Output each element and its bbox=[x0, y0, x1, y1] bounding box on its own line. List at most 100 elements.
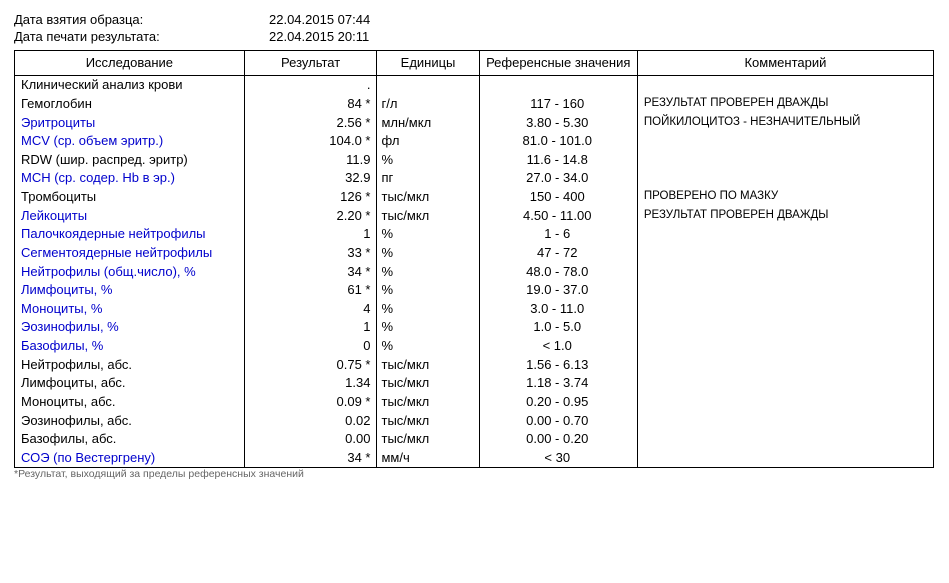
test-reference: 117 - 160 bbox=[479, 95, 637, 114]
test-reference: 81.0 - 101.0 bbox=[479, 132, 637, 151]
test-comment bbox=[637, 169, 933, 188]
test-comment bbox=[637, 225, 933, 244]
test-reference: 11.6 - 14.8 bbox=[479, 151, 637, 170]
table-row: СОЭ (по Вестергрену)34 *мм/ч< 30 bbox=[15, 449, 934, 468]
test-name[interactable]: MCH (ср. содер. Hb в эр.) bbox=[15, 169, 245, 188]
sample-date-row: Дата взятия образца: 22.04.2015 07:44 bbox=[14, 12, 935, 27]
test-name[interactable]: Сегментоядерные нейтрофилы bbox=[15, 244, 245, 263]
test-reference: 1.18 - 3.74 bbox=[479, 374, 637, 393]
test-name[interactable]: Лейкоциты bbox=[15, 207, 245, 226]
test-units: мм/ч bbox=[377, 449, 479, 468]
test-reference: < 30 bbox=[479, 449, 637, 468]
test-name: Гемоглобин bbox=[15, 95, 245, 114]
test-name[interactable]: MCV (ср. объем эритр.) bbox=[15, 132, 245, 151]
test-result: 0.09 * bbox=[244, 393, 377, 412]
test-name: RDW (шир. распред. эритр) bbox=[15, 151, 245, 170]
test-comment bbox=[637, 393, 933, 412]
test-name[interactable]: СОЭ (по Вестергрену) bbox=[15, 449, 245, 468]
test-comment bbox=[637, 263, 933, 282]
table-row: Моноциты, %4%3.0 - 11.0 bbox=[15, 300, 934, 319]
test-units: % bbox=[377, 337, 479, 356]
test-result: 0.00 bbox=[244, 430, 377, 449]
test-units: % bbox=[377, 300, 479, 319]
test-reference: 0.20 - 0.95 bbox=[479, 393, 637, 412]
test-result: 33 * bbox=[244, 244, 377, 263]
table-row: Эритроциты2.56 *млн/мкл3.80 - 5.30ПОЙКИЛ… bbox=[15, 114, 934, 133]
test-units: фл bbox=[377, 132, 479, 151]
test-name: Базофилы, абс. bbox=[15, 430, 245, 449]
sample-date-label: Дата взятия образца: bbox=[14, 12, 269, 27]
table-row: Сегментоядерные нейтрофилы33 *%47 - 72 bbox=[15, 244, 934, 263]
test-units: пг bbox=[377, 169, 479, 188]
test-result: . bbox=[244, 76, 377, 95]
test-reference: 1.56 - 6.13 bbox=[479, 356, 637, 375]
table-row: Нейтрофилы (общ.число), %34 *%48.0 - 78.… bbox=[15, 263, 934, 282]
test-comment bbox=[637, 356, 933, 375]
test-units: тыс/мкл bbox=[377, 430, 479, 449]
test-name[interactable]: Нейтрофилы (общ.число), % bbox=[15, 263, 245, 282]
table-row: Лимфоциты, абс.1.34тыс/мкл1.18 - 3.74 bbox=[15, 374, 934, 393]
test-name[interactable]: Палочкоядерные нейтрофилы bbox=[15, 225, 245, 244]
table-row: Эозинофилы, абс.0.02тыс/мкл0.00 - 0.70 bbox=[15, 412, 934, 431]
test-units: % bbox=[377, 151, 479, 170]
test-comment: ПРОВЕРЕНО ПО МАЗКУ bbox=[637, 188, 933, 207]
test-comment: РЕЗУЛЬТАТ ПРОВЕРЕН ДВАЖДЫ bbox=[637, 207, 933, 226]
test-reference: 27.0 - 34.0 bbox=[479, 169, 637, 188]
test-comment: ПОЙКИЛОЦИТОЗ - НЕЗНАЧИТЕЛЬНЫЙ bbox=[637, 114, 933, 133]
test-name: Лимфоциты, абс. bbox=[15, 374, 245, 393]
test-units: % bbox=[377, 244, 479, 263]
test-reference: 1.0 - 5.0 bbox=[479, 318, 637, 337]
table-row: Лейкоциты2.20 *тыс/мкл4.50 - 11.00РЕЗУЛЬ… bbox=[15, 207, 934, 226]
test-name[interactable]: Эритроциты bbox=[15, 114, 245, 133]
test-result: 1.34 bbox=[244, 374, 377, 393]
test-comment bbox=[637, 151, 933, 170]
test-name[interactable]: Базофилы, % bbox=[15, 337, 245, 356]
test-comment bbox=[637, 76, 933, 95]
col-header-name: Исследование bbox=[15, 51, 245, 76]
test-result: 32.9 bbox=[244, 169, 377, 188]
test-reference bbox=[479, 76, 637, 95]
test-units: тыс/мкл bbox=[377, 374, 479, 393]
table-row: Клинический анализ крови. bbox=[15, 76, 934, 95]
col-header-result: Результат bbox=[244, 51, 377, 76]
test-units: тыс/мкл bbox=[377, 188, 479, 207]
test-comment bbox=[637, 374, 933, 393]
test-comment bbox=[637, 300, 933, 319]
test-reference: 3.80 - 5.30 bbox=[479, 114, 637, 133]
print-date-value: 22.04.2015 20:11 bbox=[269, 29, 369, 44]
test-comment bbox=[637, 281, 933, 300]
table-row: Палочкоядерные нейтрофилы1%1 - 6 bbox=[15, 225, 934, 244]
col-header-ref: Референсные значения bbox=[479, 51, 637, 76]
col-header-units: Единицы bbox=[377, 51, 479, 76]
test-result: 34 * bbox=[244, 263, 377, 282]
test-comment: РЕЗУЛЬТАТ ПРОВЕРЕН ДВАЖДЫ bbox=[637, 95, 933, 114]
test-name[interactable]: Эозинофилы, % bbox=[15, 318, 245, 337]
test-result: 0.02 bbox=[244, 412, 377, 431]
test-name: Нейтрофилы, абс. bbox=[15, 356, 245, 375]
test-result: 61 * bbox=[244, 281, 377, 300]
sample-date-value: 22.04.2015 07:44 bbox=[269, 12, 370, 27]
test-name: Эозинофилы, абс. bbox=[15, 412, 245, 431]
table-row: Лимфоциты, %61 *%19.0 - 37.0 bbox=[15, 281, 934, 300]
test-name: Тромбоциты bbox=[15, 188, 245, 207]
print-date-label: Дата печати результата: bbox=[14, 29, 269, 44]
test-reference: 47 - 72 bbox=[479, 244, 637, 263]
test-name[interactable]: Лимфоциты, % bbox=[15, 281, 245, 300]
test-comment bbox=[637, 449, 933, 468]
test-comment bbox=[637, 430, 933, 449]
test-result: 0 bbox=[244, 337, 377, 356]
header-row: Исследование Результат Единицы Референсн… bbox=[15, 51, 934, 76]
test-units: тыс/мкл bbox=[377, 207, 479, 226]
test-reference: 1 - 6 bbox=[479, 225, 637, 244]
table-row: Базофилы, абс.0.00тыс/мкл0.00 - 0.20 bbox=[15, 430, 934, 449]
table-row: Тромбоциты126 *тыс/мкл150 - 400ПРОВЕРЕНО… bbox=[15, 188, 934, 207]
table-row: RDW (шир. распред. эритр)11.9%11.6 - 14.… bbox=[15, 151, 934, 170]
print-date-row: Дата печати результата: 22.04.2015 20:11 bbox=[14, 29, 935, 44]
col-header-comment: Комментарий bbox=[637, 51, 933, 76]
table-row: MCV (ср. объем эритр.)104.0 *фл81.0 - 10… bbox=[15, 132, 934, 151]
test-name[interactable]: Моноциты, % bbox=[15, 300, 245, 319]
test-result: 0.75 * bbox=[244, 356, 377, 375]
test-result: 84 * bbox=[244, 95, 377, 114]
test-units: тыс/мкл bbox=[377, 393, 479, 412]
test-result: 34 * bbox=[244, 449, 377, 468]
